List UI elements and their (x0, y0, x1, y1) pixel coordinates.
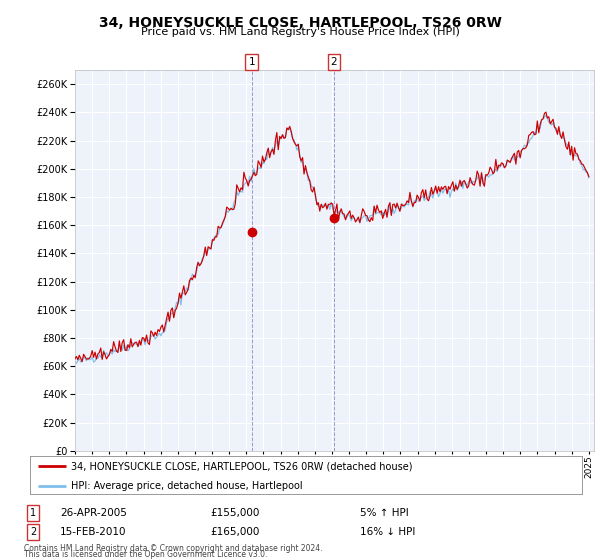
Text: 16% ↓ HPI: 16% ↓ HPI (360, 527, 415, 537)
Text: 15-FEB-2010: 15-FEB-2010 (60, 527, 127, 537)
Text: 34, HONEYSUCKLE CLOSE, HARTLEPOOL, TS26 0RW: 34, HONEYSUCKLE CLOSE, HARTLEPOOL, TS26 … (98, 16, 502, 30)
Text: 1: 1 (248, 57, 255, 67)
Text: Contains HM Land Registry data © Crown copyright and database right 2024.: Contains HM Land Registry data © Crown c… (24, 544, 323, 553)
Text: Price paid vs. HM Land Registry's House Price Index (HPI): Price paid vs. HM Land Registry's House … (140, 27, 460, 37)
Text: 26-APR-2005: 26-APR-2005 (60, 508, 127, 518)
Text: HPI: Average price, detached house, Hartlepool: HPI: Average price, detached house, Hart… (71, 480, 303, 491)
Text: 5% ↑ HPI: 5% ↑ HPI (360, 508, 409, 518)
Text: £165,000: £165,000 (210, 527, 259, 537)
Text: 34, HONEYSUCKLE CLOSE, HARTLEPOOL, TS26 0RW (detached house): 34, HONEYSUCKLE CLOSE, HARTLEPOOL, TS26 … (71, 461, 413, 471)
Text: £155,000: £155,000 (210, 508, 259, 518)
Text: 1: 1 (30, 508, 36, 518)
Text: This data is licensed under the Open Government Licence v3.0.: This data is licensed under the Open Gov… (24, 550, 268, 559)
Text: 2: 2 (331, 57, 337, 67)
Text: 2: 2 (30, 527, 36, 537)
